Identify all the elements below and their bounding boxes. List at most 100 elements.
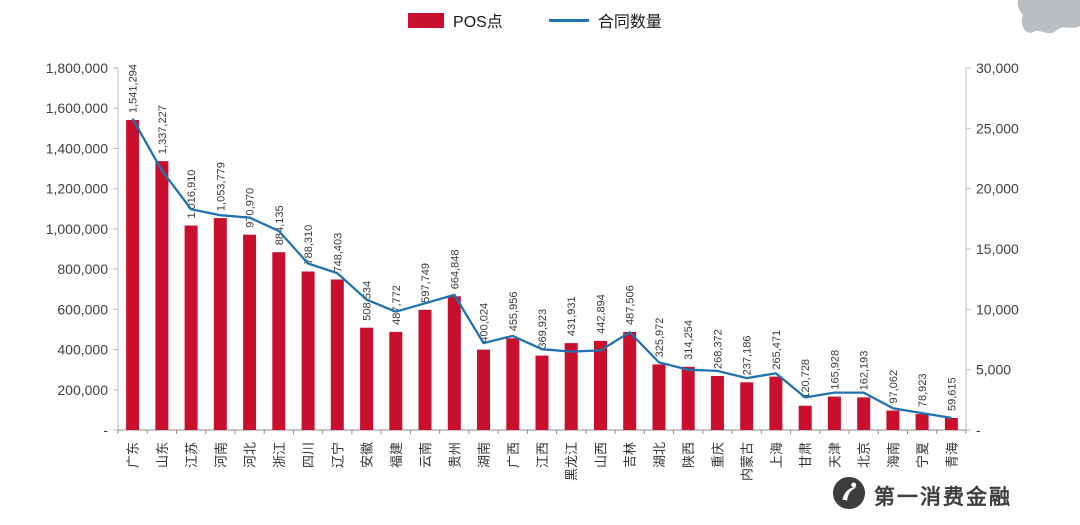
x-axis-label: 云南 (418, 442, 433, 468)
bar (301, 271, 315, 430)
chart-legend: POS点 合同数量 (408, 8, 662, 32)
bar (184, 225, 198, 430)
x-axis-label: 吉林 (623, 442, 638, 468)
x-axis-label: 青海 (944, 442, 959, 468)
x-axis-label: 四川 (301, 442, 316, 468)
right-axis-tick-label: - (976, 422, 981, 438)
bar (360, 327, 374, 430)
x-axis-label: 山西 (594, 442, 609, 468)
legend-label-pos: POS点 (453, 14, 503, 31)
x-axis-label: 广西 (506, 442, 521, 468)
x-axis-label: 山东 (155, 442, 170, 468)
x-axis-label: 黑龙江 (564, 442, 579, 481)
bar-value-label: 455,956 (508, 292, 520, 332)
bar (243, 234, 257, 430)
bar-value-label: 97,062 (888, 370, 900, 404)
bar (886, 410, 900, 430)
bar-value-label: 442,894 (596, 294, 608, 334)
bar-value-label: 664,848 (449, 250, 461, 290)
left-axis-tick-label: 1,800,000 (46, 60, 108, 76)
bar-value-label: 487,506 (625, 285, 637, 325)
bar-value-label: 1,053,779 (215, 162, 227, 211)
bar-value-label: 1,337,227 (157, 105, 169, 154)
bar (710, 376, 724, 430)
legend-label-contracts: 合同数量 (597, 14, 662, 31)
bar-value-label: 162,193 (859, 351, 871, 391)
bar-value-label: 325,972 (654, 318, 666, 358)
x-axis-label: 江西 (535, 442, 550, 468)
x-axis-label: 河南 (213, 442, 228, 468)
x-axis-label: 河北 (243, 442, 258, 468)
bar-swatch-icon (408, 12, 445, 28)
x-axis-labels: 广东 山东 江苏 河南 河北 浙江 四川 辽宁 安徽 福建 云南 贵州 湖南 广西 江西 黑龙江 山西 吉林 湖北陕… (126, 442, 960, 481)
bar (126, 120, 140, 430)
bar-value-label: 1,541,294 (128, 64, 140, 113)
china-map-watermark (1017, 0, 1080, 34)
bar-value-label: 265,471 (771, 330, 783, 370)
bar-value-label: 597,749 (420, 263, 432, 303)
left-axis-tick-label: 800,000 (57, 261, 108, 277)
left-axis-tick-label: 1,000,000 (46, 221, 108, 237)
left-axis-tick-label: 1,200,000 (46, 181, 108, 197)
bar-value-label: 884,135 (274, 205, 286, 245)
left-axis-tick-label: 600,000 (57, 301, 108, 317)
bar (652, 364, 666, 430)
x-axis-label: 重庆 (710, 442, 725, 468)
left-axis-tick-label: 1,400,000 (46, 140, 108, 156)
line-series (131, 118, 952, 420)
x-axis-label: 安徽 (360, 442, 375, 468)
legend-item-pos: POS点 (408, 8, 503, 32)
x-axis-label: 湖南 (477, 442, 492, 468)
x-axis-label: 湖北 (652, 442, 667, 468)
bar (827, 396, 841, 430)
bar-value-label: 400,024 (479, 303, 491, 343)
bar (594, 340, 607, 430)
left-axis-tick-label: 200,000 (57, 382, 108, 398)
bar-value-label: 237,186 (742, 336, 754, 376)
bar-value-label: 165,928 (829, 350, 841, 390)
x-axis-label: 广东 (126, 442, 141, 468)
bar (769, 376, 783, 430)
right-axis-tick-label: 10,000 (976, 301, 1019, 317)
bar-series (126, 120, 958, 430)
bar (944, 418, 958, 430)
bar-value-label: 748,403 (332, 233, 344, 273)
bar (857, 397, 871, 430)
x-axis-label: 甘肃 (798, 442, 813, 468)
x-axis-label: 内蒙古 (740, 442, 755, 481)
x-axis-label: 辽宁 (330, 442, 345, 468)
left-axis-tick-label: 400,000 (57, 342, 108, 358)
axes: - 200,000 400,000 600,000 800,000 1,000,000 1,… (46, 60, 1019, 438)
bar-value-label: 120,728 (800, 359, 812, 399)
bar (564, 343, 578, 430)
bar (477, 349, 490, 430)
right-axis-tick-label: 5,000 (976, 362, 1011, 378)
bar (798, 405, 812, 430)
right-axis-tick-label: 25,000 (976, 120, 1019, 136)
x-axis-label: 江苏 (184, 442, 199, 468)
line-swatch-icon (548, 18, 589, 22)
bar (330, 279, 344, 430)
right-axis-tick-label: 30,000 (976, 60, 1019, 76)
bar-value-label: 59,615 (946, 377, 958, 411)
bar-value-label: 431,931 (566, 296, 578, 336)
bar (506, 338, 520, 430)
brand-name: 第一消费金融 (874, 485, 1012, 509)
brand-watermark: 第一消费金融 (832, 476, 1012, 515)
x-axis-label: 宁夏 (915, 442, 930, 468)
bar-value-label: 788,310 (303, 225, 315, 265)
x-axis-label: 贵州 (447, 442, 462, 468)
bar-value-label: 78,923 (917, 373, 929, 407)
bar (418, 309, 432, 430)
bar (623, 332, 637, 430)
bar (535, 355, 549, 430)
bar (447, 296, 461, 430)
brand-logo-icon (832, 476, 866, 515)
x-axis-label: 上海 (769, 442, 784, 468)
bar-value-label: 487,772 (391, 285, 403, 325)
bar (389, 331, 403, 430)
legend-item-contracts: 合同数量 (548, 8, 662, 32)
